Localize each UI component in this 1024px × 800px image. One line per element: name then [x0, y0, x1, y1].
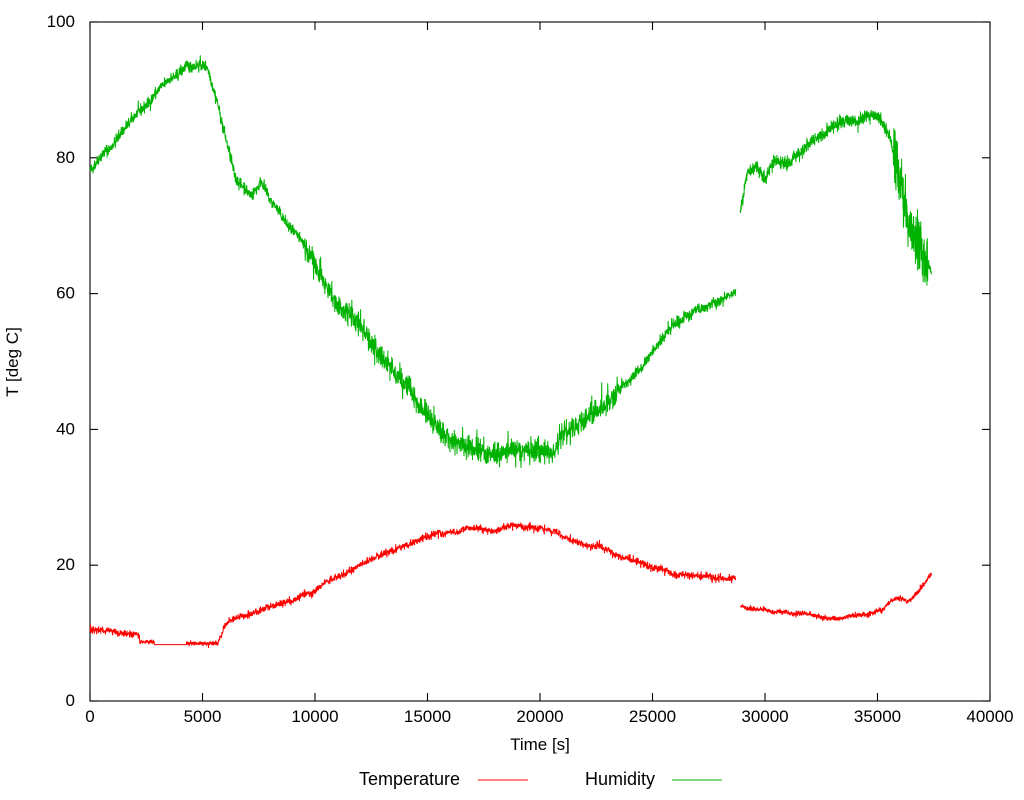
svg-text:25000: 25000	[629, 707, 676, 726]
svg-text:30000: 30000	[741, 707, 788, 726]
svg-text:0: 0	[85, 707, 94, 726]
svg-text:Time [s]: Time [s]	[510, 735, 570, 754]
svg-text:40: 40	[56, 419, 75, 438]
svg-text:15000: 15000	[404, 707, 451, 726]
svg-text:20000: 20000	[516, 707, 563, 726]
svg-text:60: 60	[56, 284, 75, 303]
svg-text:20: 20	[56, 555, 75, 574]
svg-text:40000: 40000	[966, 707, 1013, 726]
svg-text:T [deg C]: T [deg C]	[3, 327, 22, 397]
svg-text:35000: 35000	[854, 707, 901, 726]
svg-text:Humidity: Humidity	[585, 769, 655, 789]
svg-text:80: 80	[56, 148, 75, 167]
svg-text:5000: 5000	[184, 707, 222, 726]
svg-text:0: 0	[66, 691, 75, 710]
svg-text:100: 100	[47, 12, 75, 31]
svg-text:10000: 10000	[291, 707, 338, 726]
svg-text:Temperature: Temperature	[359, 769, 460, 789]
